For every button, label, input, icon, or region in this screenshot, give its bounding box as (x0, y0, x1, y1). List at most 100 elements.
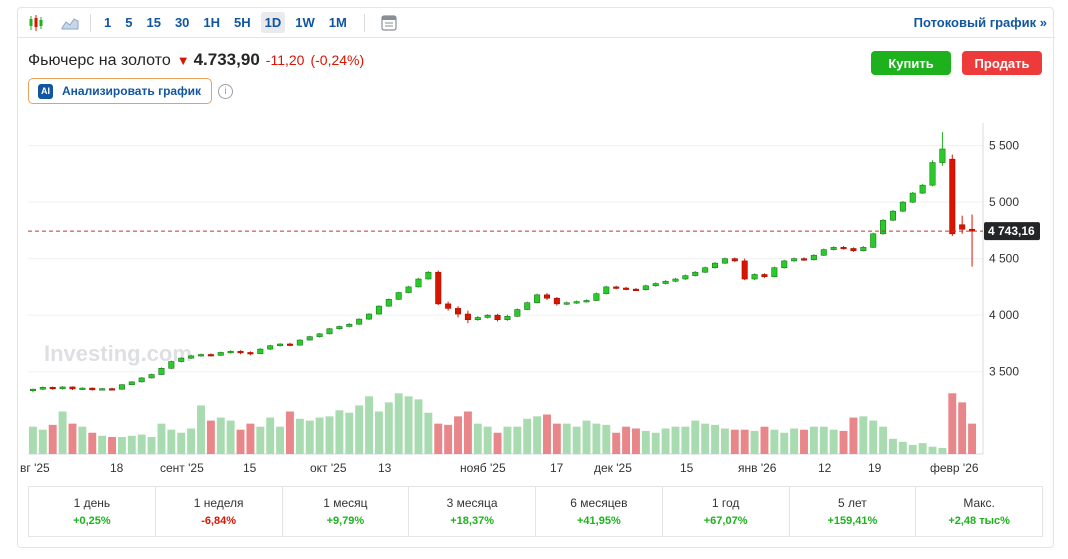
volume-bar (889, 438, 897, 454)
candle-body (79, 387, 86, 390)
perf-cell[interactable]: Макс. +2,48 тыс% (916, 487, 1042, 536)
candle-body (692, 271, 699, 276)
info-icon[interactable]: i (218, 84, 233, 99)
perf-value: +41,95% (577, 515, 621, 527)
volume-bar (533, 416, 542, 454)
candle-body (454, 308, 462, 315)
settings-table-icon[interactable] (379, 13, 399, 33)
volume-bar (740, 429, 749, 454)
perf-cell[interactable]: 1 день +0,25% (29, 487, 156, 536)
volume-bar (612, 432, 621, 454)
volume-bar (404, 396, 413, 454)
timeframe-30[interactable]: 30 (174, 15, 190, 30)
perf-cell[interactable]: 5 лет +159,41% (790, 487, 917, 536)
x-tick-label: 15 (680, 461, 694, 475)
volume-bar (117, 436, 126, 454)
volume-bar (661, 428, 670, 454)
perf-cell[interactable]: 1 год +67,07% (663, 487, 790, 536)
candle-body (445, 303, 452, 309)
candle-body (29, 388, 36, 392)
candle-body (731, 258, 738, 262)
perf-cell[interactable]: 3 месяца +18,37% (409, 487, 536, 536)
investing-watermark: Investing.com (44, 341, 192, 366)
timeframe-1d[interactable]: 1D (260, 12, 286, 33)
x-tick-label: 13 (378, 461, 392, 475)
perf-cell[interactable]: 1 месяц +9,79% (283, 487, 410, 536)
perf-label: 5 лет (837, 496, 867, 510)
candle-body (257, 348, 264, 354)
volume-bar (819, 426, 828, 454)
volume-bar (523, 418, 532, 454)
timeframe-1h[interactable]: 1H (203, 15, 221, 30)
candle-body (415, 278, 422, 288)
volume-bar (968, 423, 977, 454)
candle-body (405, 286, 412, 293)
volume-bar (958, 402, 967, 454)
timeframe-5h[interactable]: 5H (234, 15, 251, 30)
candle-body (267, 345, 274, 350)
x-tick-label: нояб '25 (460, 461, 506, 475)
timeframe-1[interactable]: 1 (104, 15, 112, 30)
candle-body (375, 305, 382, 315)
volume-bar (869, 420, 878, 454)
candle-body (356, 318, 363, 325)
perf-label: 1 день (73, 496, 111, 510)
x-tick-label: 17 (550, 461, 564, 475)
volume-bar (859, 416, 868, 454)
volume-bar (938, 447, 947, 454)
candle-body (820, 249, 827, 256)
candle-body (919, 184, 926, 194)
candle-body (247, 352, 254, 355)
area-chart-icon[interactable] (60, 13, 80, 33)
perf-value: +18,37% (450, 515, 494, 527)
x-tick-label: окт '25 (310, 461, 347, 475)
candlestick-icon[interactable] (26, 13, 46, 33)
volume-bar (809, 426, 818, 454)
volume-bar (187, 428, 196, 454)
streaming-chart-link[interactable]: Потоковый график » (913, 15, 1047, 30)
candle-body (385, 299, 392, 307)
candle-body (59, 386, 66, 389)
volume-bar (918, 443, 927, 454)
candle-body (346, 323, 353, 327)
volume-bar (770, 429, 779, 454)
y-tick-label: 3 500 (989, 365, 1019, 379)
candle-body (761, 274, 768, 278)
candle-body (435, 271, 442, 305)
candle-body (158, 368, 165, 375)
candle-body (534, 294, 541, 304)
candle-body (89, 387, 96, 391)
price-chart[interactable]: 3 500 4 000 4 500 5 000 5 500 Investing.com 4 … (18, 118, 1055, 478)
timeframe-1w[interactable]: 1W (295, 15, 315, 30)
perf-cell[interactable]: 6 месяцев +41,95% (536, 487, 663, 536)
volume-bar (730, 429, 739, 454)
y-tick-label: 5 500 (989, 139, 1019, 153)
volume-bar (829, 429, 838, 454)
instrument-header: Фьючерс на золото ▼ 4.733,90 -11,20 (-0,… (28, 50, 364, 70)
down-arrow-icon: ▼ (176, 53, 190, 68)
volume-bar (325, 416, 334, 454)
candle-body (929, 162, 936, 186)
candle-body (39, 386, 46, 390)
volume-bar (790, 428, 799, 454)
volume-bar (572, 426, 581, 454)
timeframe-5[interactable]: 5 (125, 15, 133, 30)
candle-body (474, 317, 481, 320)
candle-body (109, 388, 116, 391)
volume-bar (295, 418, 304, 454)
analyze-chart-button[interactable]: AI Анализировать график (28, 78, 212, 104)
candle-body (306, 336, 313, 341)
timeframe-1m[interactable]: 1M (328, 15, 347, 30)
candle-body (118, 384, 125, 390)
buy-button[interactable]: Купить (871, 51, 951, 75)
volume-bar (582, 420, 591, 454)
candle-body (899, 201, 906, 212)
candle-body (286, 343, 293, 346)
candle-body (504, 316, 511, 320)
candle-body (880, 219, 887, 235)
volume-bar (266, 417, 275, 454)
volume-bar (355, 405, 364, 454)
timeframe-15[interactable]: 15 (146, 15, 161, 30)
perf-cell[interactable]: 1 неделя -6,84% (156, 487, 283, 536)
sell-button[interactable]: Продать (962, 51, 1042, 75)
